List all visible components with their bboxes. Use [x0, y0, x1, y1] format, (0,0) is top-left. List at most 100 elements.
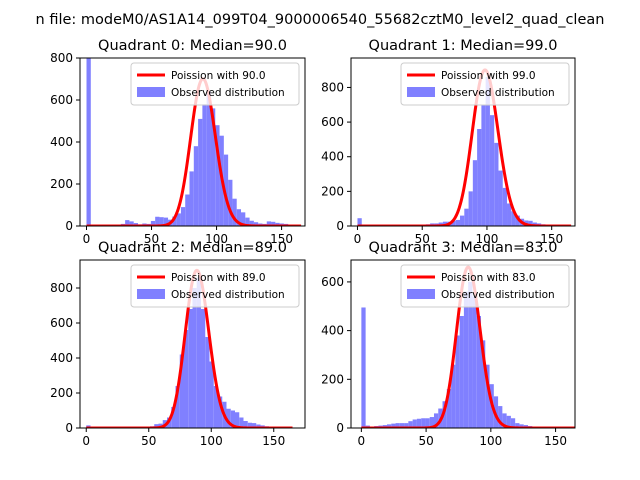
x-tick-label: 100: [205, 232, 228, 246]
histogram-bar: [404, 423, 409, 428]
histogram-bar: [150, 220, 156, 226]
x-tick-label: 150: [270, 232, 293, 246]
figure-title: n file: modeM0/AS1A14_099T04_9000006540_…: [36, 12, 605, 28]
subplot-0: 0 50 100 150 0 200 400 600 800 Quadrant 0: Median…: [50, 38, 306, 246]
subplot-title: Quadrant 3: Median=83.0: [369, 240, 558, 256]
legend-box: [130, 62, 300, 106]
histogram-bar: [86, 58, 91, 226]
histogram-bar: [502, 187, 508, 226]
histogram-bar: [480, 340, 486, 428]
histogram-bar: [188, 309, 193, 428]
y-tick-label: 0: [65, 421, 73, 435]
legend-histogram-label: Observed distribution: [171, 289, 285, 301]
histogram-bar: [399, 423, 405, 428]
histogram-bar: [532, 222, 537, 226]
y-tick-label: 800: [321, 80, 344, 94]
histogram-bar: [507, 203, 512, 226]
histogram-bar: [477, 129, 482, 226]
histogram-bar: [179, 354, 184, 428]
legend-box: [130, 264, 300, 308]
legend-box: [400, 264, 570, 308]
x-tick-label: 100: [476, 232, 499, 246]
histogram-bar: [205, 337, 210, 428]
histogram-bar: [236, 209, 242, 226]
histogram-bar: [184, 330, 189, 428]
histogram-bar: [213, 386, 218, 428]
histogram-bar: [510, 418, 516, 428]
axes-frame: [350, 259, 576, 429]
histogram-bar: [519, 424, 524, 428]
histogram-bar: [528, 220, 533, 226]
histogram-bar: [185, 194, 190, 226]
histogram-bar: [485, 77, 490, 226]
histogram-bar: [408, 421, 413, 428]
y-tick-label: 600: [321, 275, 344, 289]
x-tick-label: 100: [200, 434, 223, 448]
y-tick-label: 600: [321, 115, 344, 129]
subplot-3: 0 50 100 150 0 200 400 600 Quadrant 3: Median=83…: [321, 240, 576, 448]
y-tick-label: 0: [336, 421, 344, 435]
x-tick-label: 150: [262, 434, 285, 448]
histogram-bar: [438, 222, 443, 226]
histogram-bar: [193, 146, 199, 226]
histogram-bar: [171, 407, 176, 428]
legend-histogram-swatch: [137, 87, 165, 97]
histogram-bar: [196, 277, 201, 428]
histogram-bar: [192, 288, 197, 428]
x-tick-label: 0: [82, 434, 90, 448]
histogram-bar: [472, 296, 477, 428]
histogram-bar: [485, 364, 490, 428]
histogram-bar: [256, 424, 261, 428]
legend-histogram-swatch: [407, 289, 435, 299]
histogram-bar: [412, 419, 417, 428]
y-tick-label: 400: [50, 135, 73, 149]
histogram-bar: [451, 364, 456, 428]
histogram-bar: [481, 104, 486, 226]
histogram-bar: [421, 418, 426, 428]
histogram-bar: [489, 115, 495, 226]
histogram-bar: [494, 142, 499, 226]
histogram-bar: [459, 316, 464, 428]
histogram-bar: [498, 170, 503, 226]
histogram-bar: [464, 208, 469, 226]
histogram-bar: [129, 221, 134, 226]
histogram-bar: [189, 171, 194, 226]
histogram-bar: [245, 217, 250, 226]
x-tick-label: 150: [544, 434, 567, 448]
x-tick-label: 0: [358, 434, 366, 448]
y-tick-label: 400: [321, 150, 344, 164]
histogram-bar: [511, 211, 516, 226]
histogram-bar: [180, 207, 186, 226]
histogram-bar: [176, 213, 181, 226]
histogram-bar: [232, 198, 237, 226]
x-tick-label: 0: [354, 232, 362, 246]
histogram-bar: [241, 212, 246, 226]
histogram-bar: [498, 406, 503, 428]
histogram-bar: [206, 91, 211, 226]
histogram-bar: [218, 396, 223, 428]
x-tick-label: 150: [540, 232, 563, 246]
histogram-bar: [266, 221, 272, 226]
histogram-bar: [209, 361, 214, 428]
histogram-bar: [252, 423, 257, 428]
histogram-bar: [463, 291, 469, 428]
histogram-bar: [271, 221, 276, 226]
y-tick-label: 800: [50, 51, 73, 65]
histogram-bar: [198, 118, 203, 226]
histogram-bar: [175, 386, 180, 428]
histogram-bar: [361, 307, 366, 428]
histogram-bar: [239, 417, 244, 428]
histogram-bar: [515, 215, 520, 226]
legend-histogram-label: Observed distribution: [171, 87, 285, 99]
histogram-bar: [249, 220, 254, 226]
histogram-bar: [226, 408, 231, 428]
histogram-bar: [357, 218, 362, 226]
y-tick-label: 200: [321, 184, 344, 198]
axes-frame: [350, 57, 576, 227]
legend-poisson-label: Poission with 90.0: [171, 70, 266, 82]
y-tick-label: 0: [65, 219, 73, 233]
x-tick-label: 50: [141, 434, 156, 448]
histogram-bar: [506, 415, 511, 428]
histogram-bar: [155, 216, 160, 226]
y-tick-label: 800: [50, 281, 73, 295]
